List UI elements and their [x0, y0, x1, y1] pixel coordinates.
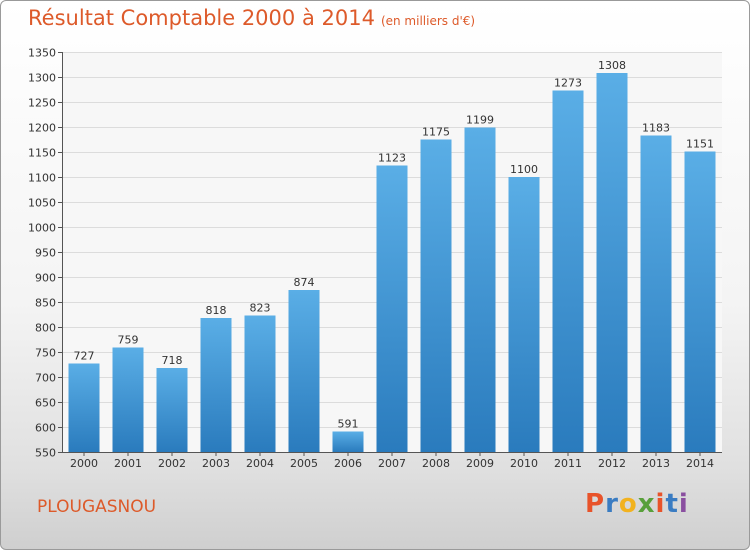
bars — [68, 73, 716, 452]
x-tick-label: 2012 — [598, 457, 626, 470]
data-label: 1100 — [510, 163, 538, 176]
y-tick-label: 750 — [35, 347, 56, 360]
y-tick-label: 1200 — [28, 122, 56, 135]
logo-letter: i — [655, 489, 666, 519]
data-label: 759 — [118, 334, 139, 347]
y-tick-label: 700 — [35, 372, 56, 385]
bar — [508, 177, 540, 452]
y-tick-labels: 550 600 650 700 750 800 850 900 950 1000 1050 1100 1… — [28, 47, 56, 460]
bar — [464, 127, 496, 452]
data-labels: 727 759 718 818 823 874 591 1123 1175 1199 1100 127… — [74, 59, 715, 431]
chart-title: Résultat Comptable 2000 à 2014 (en millie… — [28, 6, 475, 30]
logo-letter: t — [665, 489, 679, 519]
y-tick-label: 650 — [35, 397, 56, 410]
x-tick-label: 2011 — [554, 457, 582, 470]
data-label: 1123 — [378, 152, 406, 165]
x-tick-label: 2002 — [158, 457, 186, 470]
data-label: 823 — [250, 302, 271, 315]
x-tick-label: 2004 — [246, 457, 274, 470]
bar — [200, 318, 232, 452]
y-tick-label: 1100 — [28, 172, 56, 185]
logo-letter: r — [605, 489, 619, 519]
x-tick-label: 2001 — [114, 457, 142, 470]
y-tick-label: 1250 — [28, 97, 56, 110]
bar — [420, 139, 452, 452]
data-label: 1273 — [554, 77, 582, 90]
logo-letter: o — [618, 489, 638, 519]
chart-title-text: Résultat Comptable 2000 à 2014 — [28, 6, 375, 30]
bar — [332, 431, 364, 452]
x-tick-label: 2006 — [334, 457, 362, 470]
logo-letter: i — [678, 489, 689, 519]
chart-subtitle: (en milliers d'€) — [380, 14, 476, 28]
y-tick-label: 1350 — [28, 47, 56, 60]
bar — [376, 165, 408, 452]
x-tick-label: 2005 — [290, 457, 318, 470]
data-label: 718 — [162, 354, 183, 367]
y-tick-label: 800 — [35, 322, 56, 335]
y-tick-label: 600 — [35, 422, 56, 435]
data-label: 591 — [338, 418, 359, 431]
data-label: 1151 — [686, 138, 714, 151]
x-tick-label: 2014 — [686, 457, 714, 470]
bar — [288, 290, 320, 452]
x-tick-label: 2009 — [466, 457, 494, 470]
y-tick-label: 900 — [35, 272, 56, 285]
axes — [58, 52, 722, 456]
bar — [156, 368, 188, 452]
bar — [596, 73, 628, 452]
logo-letter: x — [637, 489, 656, 519]
y-tick-label: 950 — [35, 247, 56, 260]
logo-letter: P — [585, 489, 606, 519]
x-tick-label: 2013 — [642, 457, 670, 470]
data-label: 727 — [74, 350, 95, 363]
commune-name: PLOUGASNOU — [37, 497, 157, 517]
data-label: 818 — [206, 304, 227, 317]
x-tick-label: 2007 — [378, 457, 406, 470]
y-tick-label: 1000 — [28, 222, 56, 235]
data-label: 1199 — [466, 114, 494, 127]
data-label: 1175 — [422, 126, 450, 139]
bar — [68, 363, 100, 452]
data-label: 1308 — [598, 59, 626, 72]
bar — [640, 135, 672, 452]
x-tick-label: 2008 — [422, 457, 450, 470]
proxiti-logo: Proxiti — [585, 489, 689, 519]
y-tick-label: 1300 — [28, 72, 56, 85]
y-tick-label: 550 — [35, 447, 56, 460]
y-tick-label: 850 — [35, 297, 56, 310]
y-tick-label: 1050 — [28, 197, 56, 210]
data-label: 1183 — [642, 122, 670, 135]
y-tick-label: 1150 — [28, 147, 56, 160]
bar — [244, 315, 276, 452]
x-tick-label: 2010 — [510, 457, 538, 470]
bar — [684, 151, 716, 452]
bar-chart: 550 600 650 700 750 800 850 900 950 1000 1050 1100 1… — [28, 47, 722, 470]
x-tick-label: 2003 — [202, 457, 230, 470]
bar — [112, 347, 144, 452]
data-label: 874 — [294, 276, 315, 289]
x-tick-label: 2000 — [70, 457, 98, 470]
bar — [552, 90, 584, 452]
x-tick-labels: 2000 2001 2002 2003 2004 2005 2006 2007 2008 2009… — [70, 457, 714, 470]
